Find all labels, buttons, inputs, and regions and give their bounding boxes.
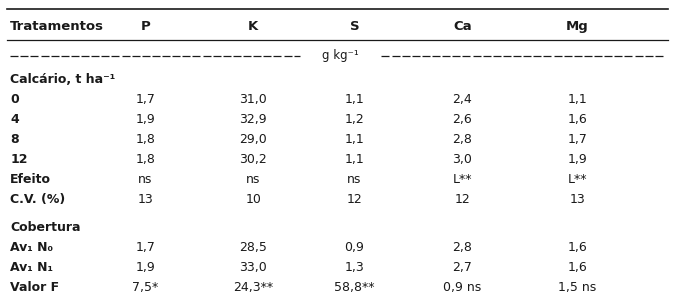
Text: 1,1: 1,1 [344,153,364,166]
Text: 0: 0 [10,93,19,106]
Text: 1,2: 1,2 [344,113,364,126]
Text: 1,3: 1,3 [344,261,364,274]
Text: 2,6: 2,6 [452,113,472,126]
Text: P: P [140,20,150,33]
Text: Efeito: Efeito [10,173,51,186]
Text: 7,5*: 7,5* [132,281,158,294]
Text: 1,6: 1,6 [567,113,587,126]
Text: 0,9: 0,9 [344,241,364,254]
Text: 1,9: 1,9 [135,113,155,126]
Text: 8: 8 [10,133,19,146]
Text: 32,9: 32,9 [240,113,267,126]
Text: 2,8: 2,8 [452,133,472,146]
Text: L**: L** [568,173,587,186]
Text: 2,8: 2,8 [452,241,472,254]
Text: 1,9: 1,9 [135,261,155,274]
Text: 58,8**: 58,8** [334,281,375,294]
Text: 1,7: 1,7 [135,241,155,254]
Text: 24,3**: 24,3** [233,281,273,294]
Text: ns: ns [138,173,153,186]
Text: 1,7: 1,7 [135,93,155,106]
Text: 2,4: 2,4 [452,93,472,106]
Text: 4: 4 [10,113,19,126]
Text: 29,0: 29,0 [239,133,267,146]
Text: Av₁ N₀: Av₁ N₀ [10,241,53,254]
Text: ns: ns [347,173,362,186]
Text: g kg⁻¹: g kg⁻¹ [323,49,359,62]
Text: 12: 12 [10,153,28,166]
Text: Cobertura: Cobertura [10,221,80,234]
Text: 1,8: 1,8 [135,153,155,166]
Text: 13: 13 [137,193,153,206]
Text: 1,8: 1,8 [135,133,155,146]
Text: 1,6: 1,6 [567,241,587,254]
Text: 3,0: 3,0 [452,153,472,166]
Text: 12: 12 [346,193,362,206]
Text: Ca: Ca [453,20,472,33]
Text: Tratamentos: Tratamentos [10,20,104,33]
Text: 13: 13 [569,193,585,206]
Text: 31,0: 31,0 [239,93,267,106]
Text: C.V. (%): C.V. (%) [10,193,65,206]
Text: S: S [350,20,359,33]
Text: 1,7: 1,7 [567,133,587,146]
Text: 2,7: 2,7 [452,261,472,274]
Text: 1,9: 1,9 [567,153,587,166]
Text: 30,2: 30,2 [239,153,267,166]
Text: 1,1: 1,1 [567,93,587,106]
Text: 33,0: 33,0 [239,261,267,274]
Text: 0,9 ns: 0,9 ns [443,281,481,294]
Text: K: K [248,20,259,33]
Text: Valor F: Valor F [10,281,59,294]
Text: Av₁ N₁: Av₁ N₁ [10,261,53,274]
Text: 28,5: 28,5 [239,241,267,254]
Text: 10: 10 [245,193,261,206]
Text: Calcário, t ha⁻¹: Calcário, t ha⁻¹ [10,73,115,86]
Text: 1,1: 1,1 [344,133,364,146]
Text: Mg: Mg [566,20,589,33]
Text: ns: ns [246,173,261,186]
Text: 12: 12 [454,193,470,206]
Text: 1,6: 1,6 [567,261,587,274]
Text: 1,1: 1,1 [344,93,364,106]
Text: 1,5 ns: 1,5 ns [558,281,596,294]
Text: L**: L** [453,173,472,186]
